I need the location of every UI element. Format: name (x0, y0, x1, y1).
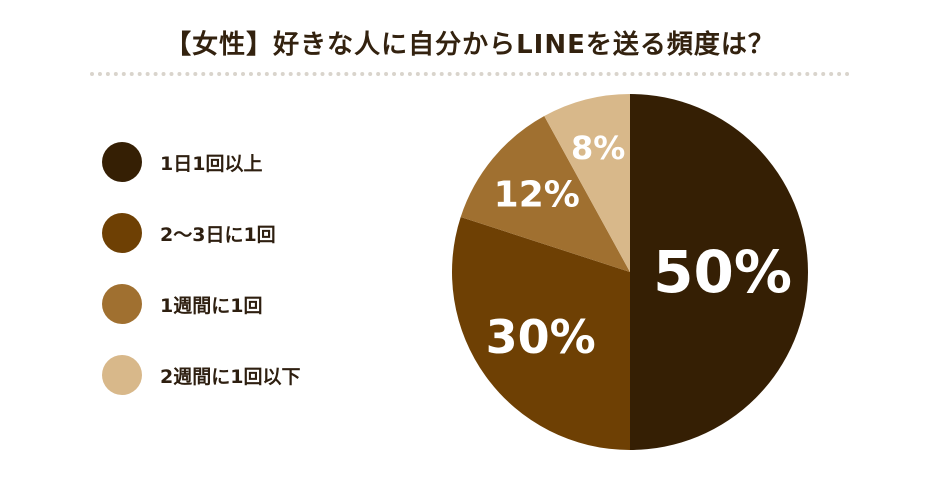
pie-slice (460, 116, 630, 272)
pie-slice-value-label: 50% (653, 238, 792, 306)
title-dotted-divider (90, 72, 850, 76)
pie-slice-value-label: 12% (494, 174, 580, 215)
pie-slice (630, 94, 808, 450)
legend-label: 1日1回以上 (160, 152, 263, 175)
legend-item: 2週間に1回以下 (102, 353, 300, 397)
pie-slice-value-label: 30% (486, 310, 596, 364)
legend-item: 2〜3日に1回 (102, 211, 276, 255)
pie-chart: 50% 30% 12% 8% (451, 94, 808, 450)
legend-swatch (102, 142, 142, 182)
legend-label: 1週間に1回 (160, 294, 263, 317)
pie-slice (544, 94, 630, 272)
legend-swatch (102, 213, 142, 253)
legend-label: 2週間に1回以下 (160, 365, 301, 388)
legend-label: 2〜3日に1回 (160, 223, 276, 246)
legend-swatch (102, 355, 142, 395)
legend-item: 1日1回以上 (102, 140, 262, 184)
pie-slice-value-label: 8% (571, 129, 625, 167)
legend-item: 1週間に1回 (102, 282, 262, 326)
chart-title: 【女性】好きな人に自分からLINEを送る頻度は？ (165, 30, 775, 60)
legend-swatch (102, 284, 142, 324)
pie-slice (451, 216, 630, 450)
